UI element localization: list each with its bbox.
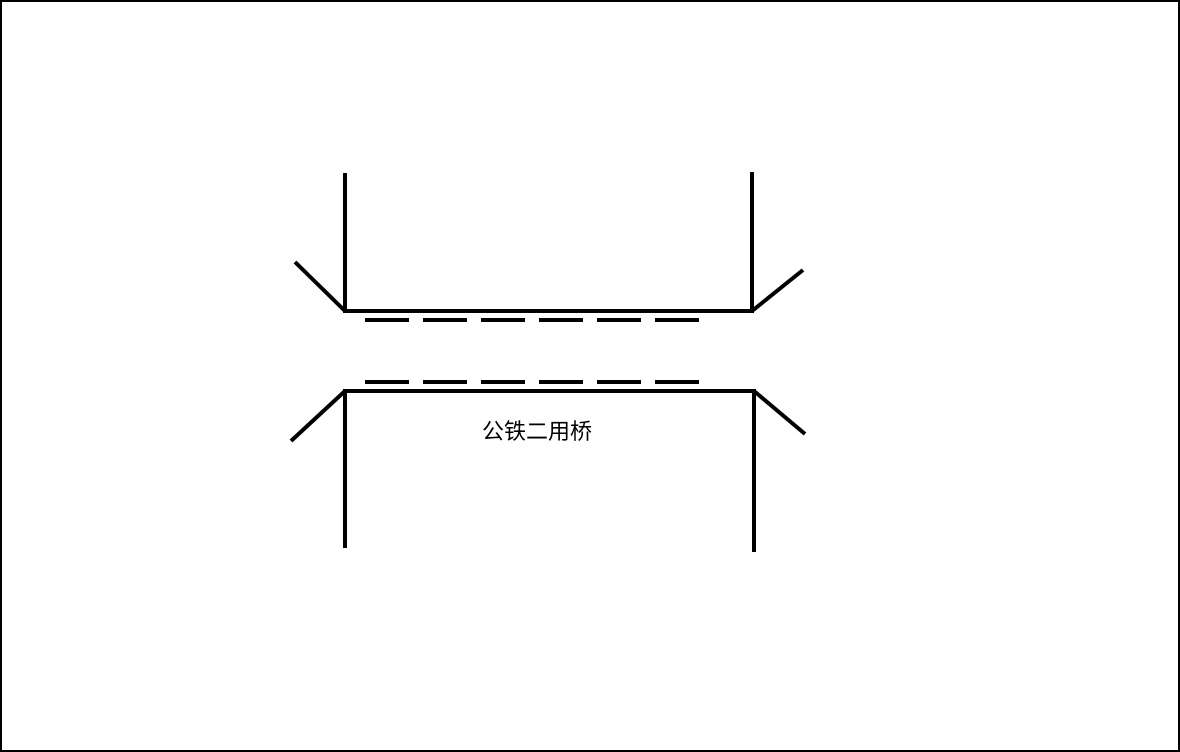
upper-left-wing — [293, 260, 347, 313]
lower-right-wing — [752, 389, 807, 436]
lower-left-wing — [289, 389, 347, 443]
upper-right-wing — [750, 268, 805, 313]
bridge-label: 公铁二用桥 — [481, 420, 592, 445]
